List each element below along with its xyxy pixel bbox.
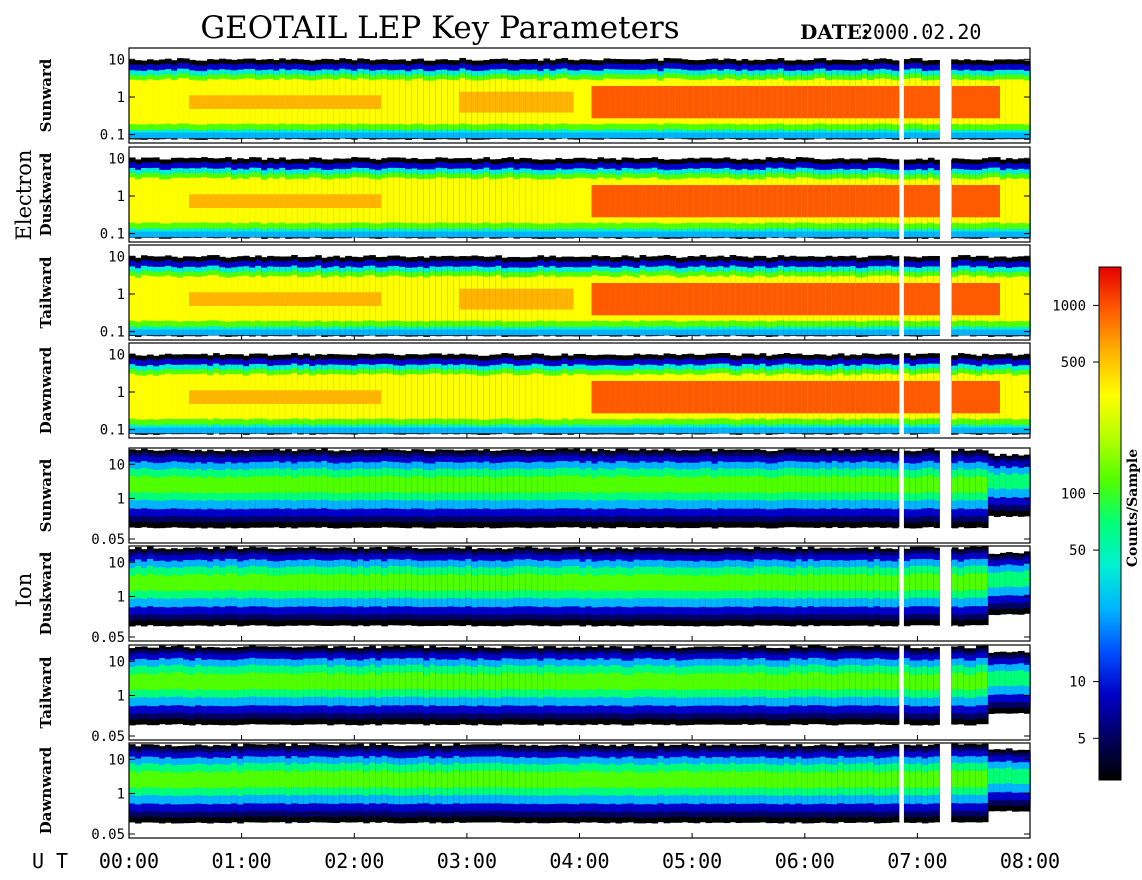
y-tick-label: 1 bbox=[117, 689, 125, 705]
colorbar: 1000 500 100 50 10 5 Counts/Sample bbox=[1052, 266, 1141, 781]
y-tick-label: 1 bbox=[117, 492, 125, 508]
y-tick-label: 0.05 bbox=[91, 729, 125, 745]
y-tick-label: 10 bbox=[108, 654, 125, 670]
data-gap bbox=[899, 147, 904, 242]
panel-ion-sunward: 10 1 0.05 Sunward bbox=[37, 447, 1031, 548]
y-tick-label: 0.1 bbox=[100, 128, 125, 144]
panel-direction-label: Dawnward bbox=[37, 746, 55, 834]
panel-direction-label: Sunward bbox=[37, 58, 55, 132]
spectrogram-panels: 10 1 0.1 Sunward 10 1 0.1 Duskward 10 1 0.1 Tailwar… bbox=[37, 47, 1031, 843]
x-tick-label: 01:00 bbox=[211, 849, 271, 873]
y-tick-label: 10 bbox=[108, 52, 125, 68]
y-tick-label: 10 bbox=[108, 347, 125, 363]
x-tick-label: 05:00 bbox=[662, 849, 722, 873]
panel-ion-duskward: 10 1 0.05 Duskward bbox=[37, 545, 1031, 646]
data-gap bbox=[899, 448, 904, 543]
data-gap bbox=[939, 546, 952, 641]
data-gap bbox=[939, 645, 952, 740]
date-value: 2000.02.20 bbox=[861, 20, 981, 44]
data-gap bbox=[899, 546, 904, 641]
data-gap bbox=[939, 343, 952, 438]
panel-direction-label: Duskward bbox=[37, 551, 55, 635]
colorbar-tick-label: 1000 bbox=[1052, 298, 1086, 314]
x-tick-label: 02:00 bbox=[324, 849, 384, 873]
y-tick-label: 1 bbox=[117, 287, 125, 303]
y-tick-label: 10 bbox=[108, 555, 125, 571]
colorbar-tick-label: 100 bbox=[1061, 487, 1086, 503]
data-gap bbox=[939, 743, 952, 838]
panel-electron-sunward: 10 1 0.1 Sunward bbox=[37, 47, 1031, 144]
date-label: DATE: bbox=[800, 20, 869, 44]
y-tick-label: 0.1 bbox=[100, 423, 125, 439]
colorbar-tick-label: 5 bbox=[1078, 731, 1086, 747]
y-tick-label: 0.05 bbox=[91, 827, 125, 843]
group-labels: Electron Ion bbox=[12, 150, 36, 608]
y-tick-label: 0.1 bbox=[100, 325, 125, 341]
y-tick-label: 10 bbox=[108, 151, 125, 167]
x-tick-label: 03:00 bbox=[437, 849, 497, 873]
data-gap bbox=[939, 448, 952, 543]
y-tick-label: 0.05 bbox=[91, 532, 125, 548]
data-gap bbox=[939, 48, 952, 143]
y-tick-label: 0.05 bbox=[91, 630, 125, 646]
panel-direction-label: Duskward bbox=[37, 152, 55, 236]
y-tick-label: 1 bbox=[117, 590, 125, 606]
group-label-electron: Electron bbox=[12, 150, 36, 241]
group-label-ion: Ion bbox=[12, 573, 36, 607]
y-tick-label: 1 bbox=[117, 90, 125, 106]
x-tick-label: 00:00 bbox=[99, 849, 159, 873]
x-axis-prefix: U T bbox=[32, 849, 68, 873]
x-tick-label: 07:00 bbox=[887, 849, 947, 873]
y-tick-label: 1 bbox=[117, 189, 125, 205]
y-tick-label: 1 bbox=[117, 787, 125, 803]
panel-ion-tailward: 10 1 0.05 Tailward bbox=[37, 644, 1031, 745]
panel-direction-label: Sunward bbox=[37, 458, 55, 532]
x-tick-label: 08:00 bbox=[1000, 849, 1060, 873]
data-gap bbox=[899, 48, 904, 143]
y-tick-label: 10 bbox=[108, 457, 125, 473]
data-gap bbox=[939, 245, 952, 340]
panel-direction-label: Dawnward bbox=[37, 346, 55, 434]
colorbar-tick-label: 50 bbox=[1069, 543, 1086, 559]
data-gap bbox=[899, 645, 904, 740]
data-gap bbox=[899, 343, 904, 438]
y-tick-label: 10 bbox=[108, 249, 125, 265]
colorbar-ticks: 1000 500 100 50 10 5 bbox=[1052, 298, 1099, 747]
colorbar-tick-label: 10 bbox=[1069, 675, 1086, 691]
time-axis: U T 00:00 01:00 02:00 03:00 04:00 05:00 06:00 07… bbox=[32, 849, 1060, 873]
chart-title: GEOTAIL LEP Key Parameters bbox=[200, 10, 679, 46]
colorbar-tick-label: 500 bbox=[1061, 355, 1086, 371]
y-tick-label: 10 bbox=[108, 752, 125, 768]
x-tick-label: 04:00 bbox=[549, 849, 609, 873]
panel-electron-tailward: 10 1 0.1 Tailward bbox=[37, 244, 1031, 341]
data-gap bbox=[939, 147, 952, 242]
panel-electron-duskward: 10 1 0.1 Duskward bbox=[37, 146, 1031, 243]
panel-direction-label: Tailward bbox=[37, 256, 55, 328]
colorbar-scale bbox=[1098, 266, 1122, 781]
x-tick-label: 06:00 bbox=[775, 849, 835, 873]
y-tick-label: 0.1 bbox=[100, 227, 125, 243]
data-gap bbox=[899, 743, 904, 838]
data-gap bbox=[899, 245, 904, 340]
colorbar-label: Counts/Sample bbox=[1125, 449, 1141, 567]
panel-electron-dawnward: 10 1 0.1 Dawnward bbox=[37, 342, 1031, 439]
y-tick-label: 1 bbox=[117, 385, 125, 401]
panel-direction-label: Tailward bbox=[37, 656, 55, 728]
panel-ion-dawnward: 10 1 0.05 Dawnward bbox=[37, 742, 1031, 843]
